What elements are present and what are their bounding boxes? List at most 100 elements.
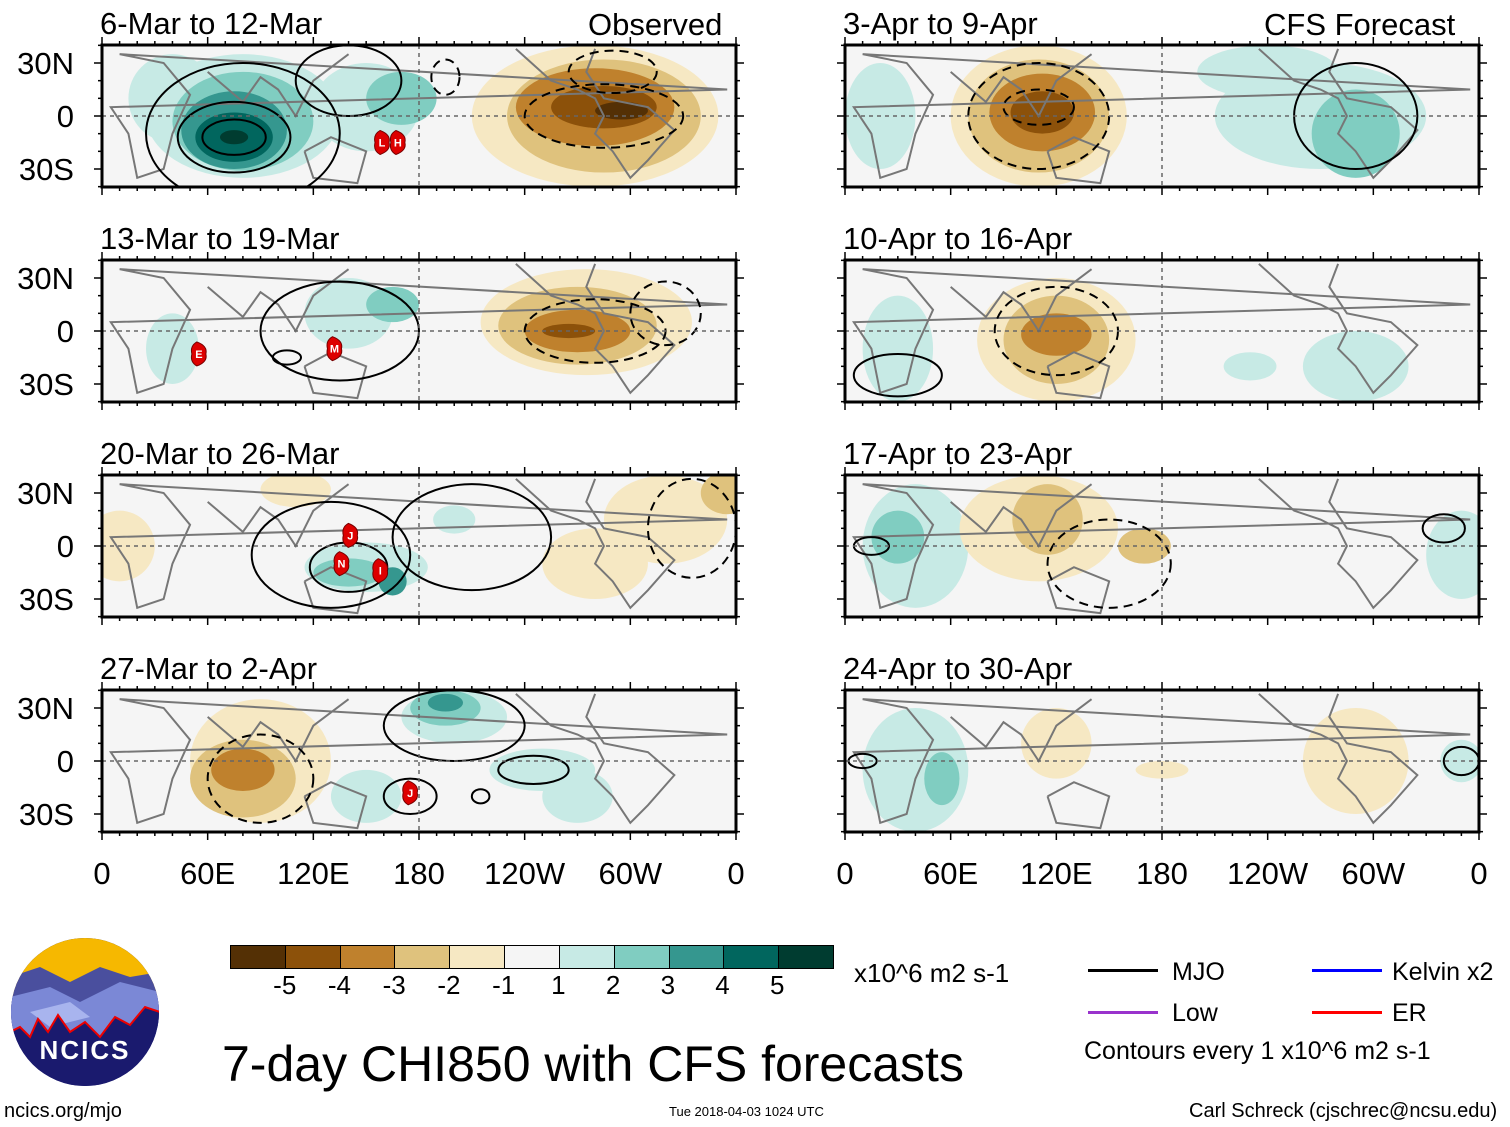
- coastline: [950, 483, 1093, 548]
- cyclone-label: E: [195, 349, 202, 361]
- colorbar-tick-label: 2: [605, 970, 621, 1000]
- lat-label: 30N: [17, 476, 74, 511]
- colorbar-tick-label: -4: [327, 970, 352, 1000]
- colorbar-tick-label: 1: [551, 970, 566, 1000]
- figure-title: 7-day CHI850 with CFS forecasts: [222, 1036, 964, 1092]
- forecast-header: CFS Forecast: [1264, 7, 1456, 42]
- map-panel: J N I: [94, 467, 744, 625]
- coastline: [1046, 136, 1111, 185]
- positive-contour: [250, 500, 412, 609]
- positive-contour: [497, 754, 570, 785]
- lat-label: 0: [56, 99, 74, 134]
- coastline: [303, 781, 368, 830]
- tropical-cyclone-icon: M: [326, 336, 343, 362]
- colorbar-swatch: [614, 946, 670, 968]
- colorbar-tick-label: 5: [770, 970, 785, 1000]
- lon-label: 120E: [277, 856, 350, 891]
- lon-label: 60E: [923, 856, 979, 891]
- coastline: [303, 566, 368, 615]
- cyclone-label: I: [379, 566, 382, 578]
- lon-label: 0: [93, 856, 111, 891]
- coastline: [950, 53, 1093, 118]
- contours-note: Contours every 1 x10^6 m2 s-1: [1084, 1037, 1431, 1065]
- lat-label: 30S: [18, 152, 74, 187]
- positive-contour: [852, 352, 943, 398]
- coastline: [108, 698, 728, 825]
- anomaly-shading: [433, 505, 476, 534]
- coastline: [950, 268, 1093, 333]
- anomaly-shading: [1223, 352, 1277, 381]
- panel-title: 24-Apr to 30-Apr: [843, 651, 1073, 686]
- negative-contour: [523, 83, 685, 149]
- coastline: [851, 53, 1471, 180]
- anomaly-shading: [1311, 89, 1400, 178]
- tropical-cyclone-icon: H: [389, 129, 406, 156]
- map-panel: J: [94, 682, 744, 840]
- lon-label: 60W: [598, 856, 663, 891]
- anomaly-shading: [313, 558, 384, 587]
- tropical-cyclone-icon: N: [333, 551, 350, 577]
- anomaly-shading: [1021, 708, 1092, 779]
- footer-url[interactable]: ncics.org/mjo: [4, 1100, 122, 1122]
- logo-text: NCICS: [40, 1035, 131, 1065]
- positive-contour: [259, 280, 420, 382]
- anomaly-shading: [871, 510, 925, 564]
- panel-title: 10-Apr to 16-Apr: [843, 221, 1073, 256]
- anomaly-shading: [1302, 708, 1409, 814]
- coastline: [515, 263, 676, 395]
- anomaly-shading: [260, 475, 331, 508]
- coastline: [515, 693, 676, 825]
- tropical-cyclone-icon: E: [190, 341, 207, 367]
- negative-contour: [206, 733, 315, 824]
- map-panel: [837, 467, 1487, 625]
- panel-title: 20-Mar to 26-Mar: [100, 436, 340, 471]
- colorbar-swatch: [559, 946, 615, 968]
- cyclone-label: L: [379, 138, 386, 150]
- coastline: [1258, 48, 1419, 180]
- panel-title: 17-Apr to 23-Apr: [843, 436, 1073, 471]
- ncics-logo: NCICS: [10, 937, 160, 1087]
- coastline: [108, 268, 728, 395]
- colorbar-swatch: [395, 946, 451, 968]
- positive-contour: [145, 62, 341, 187]
- coastline: [950, 698, 1093, 763]
- colorbar-tick-label: -2: [437, 970, 461, 1000]
- colorbar-swatch: [231, 946, 286, 968]
- coastline: [851, 698, 1471, 825]
- coastline: [515, 478, 676, 610]
- anomaly-shading: [542, 769, 613, 823]
- positive-contour: [1421, 513, 1466, 544]
- lat-label: 0: [56, 314, 74, 349]
- anomaly-shading: [862, 295, 934, 402]
- colorbar-swatch: [340, 946, 396, 968]
- lon-label: 0: [836, 856, 854, 891]
- colorbar-swatch: [724, 946, 780, 968]
- colorbar-units: x10^6 m2 s-1: [854, 958, 1010, 988]
- legend-er-label: ER: [1392, 999, 1427, 1027]
- colorbar-swatch: [285, 946, 341, 968]
- anomaly-shading: [700, 475, 736, 515]
- anomaly-shading: [1426, 510, 1479, 599]
- coastline: [851, 268, 1471, 395]
- legend-mjo-line: [1088, 969, 1158, 972]
- tropical-cyclone-icon: I: [372, 558, 389, 584]
- coastline: [1046, 566, 1111, 615]
- lat-label: 30S: [18, 797, 74, 832]
- lon-label: 120E: [1020, 856, 1093, 891]
- map-panel: [837, 37, 1487, 195]
- lon-label: 60E: [180, 856, 236, 891]
- positive-contour: [470, 788, 491, 805]
- coastline: [207, 268, 350, 333]
- colorbar-swatch: [669, 946, 725, 968]
- negative-contour: [567, 49, 658, 95]
- cyclone-label: J: [407, 788, 413, 800]
- anomaly-shading: [924, 752, 960, 806]
- legend-er-line: [1312, 1011, 1382, 1014]
- lon-label: 180: [393, 856, 445, 891]
- negative-contour: [1002, 88, 1075, 126]
- colorbar-swatch: [779, 946, 833, 968]
- colorbar: [230, 945, 834, 969]
- negative-contour: [1046, 518, 1172, 609]
